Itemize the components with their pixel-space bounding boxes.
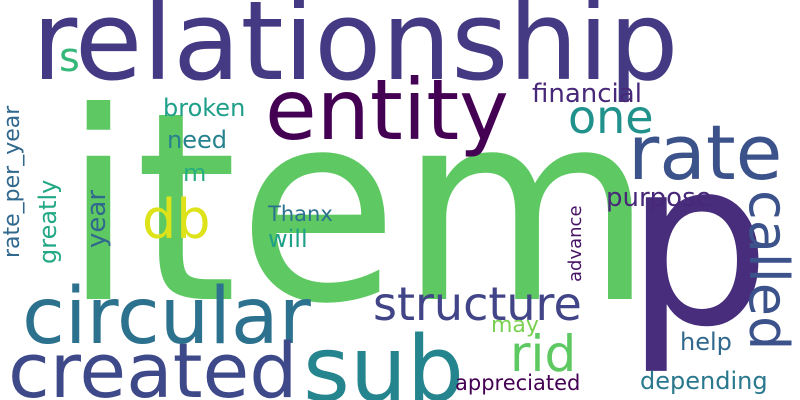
word-created: created	[8, 326, 298, 400]
word-db: db	[142, 188, 211, 251]
word-relationship: relationship	[32, 0, 679, 105]
word-rate-per-year: rate_per_year	[0, 105, 25, 258]
word-s: s	[59, 35, 80, 81]
word-entity: entity	[265, 61, 509, 159]
word-called: called	[737, 190, 800, 351]
word-item: item	[62, 56, 654, 361]
word-thanx: Thanx	[268, 202, 333, 226]
word-circular: circular	[22, 272, 311, 362]
word-one: one	[568, 90, 654, 144]
word-may: may	[491, 313, 539, 338]
word-rid: rid	[510, 325, 577, 383]
word-year: year	[82, 189, 112, 248]
word-sub: sub	[303, 317, 465, 400]
word-m: m	[183, 159, 207, 187]
word-p: p	[625, 111, 771, 378]
word-greatly: greatly	[34, 179, 62, 264]
word-advance: advance	[565, 205, 586, 282]
word-depending: depending	[640, 367, 768, 395]
word-appreciated: appreciated	[455, 371, 581, 395]
word-structure: structure	[373, 277, 582, 331]
word-purpose: purpose	[606, 183, 712, 213]
word-broken: broken	[163, 94, 246, 122]
word-financial: financial	[532, 79, 642, 109]
word-help: help	[680, 328, 732, 356]
word-need: need	[167, 126, 227, 154]
word-rate: rate	[628, 108, 783, 197]
word-will: will	[268, 225, 308, 253]
